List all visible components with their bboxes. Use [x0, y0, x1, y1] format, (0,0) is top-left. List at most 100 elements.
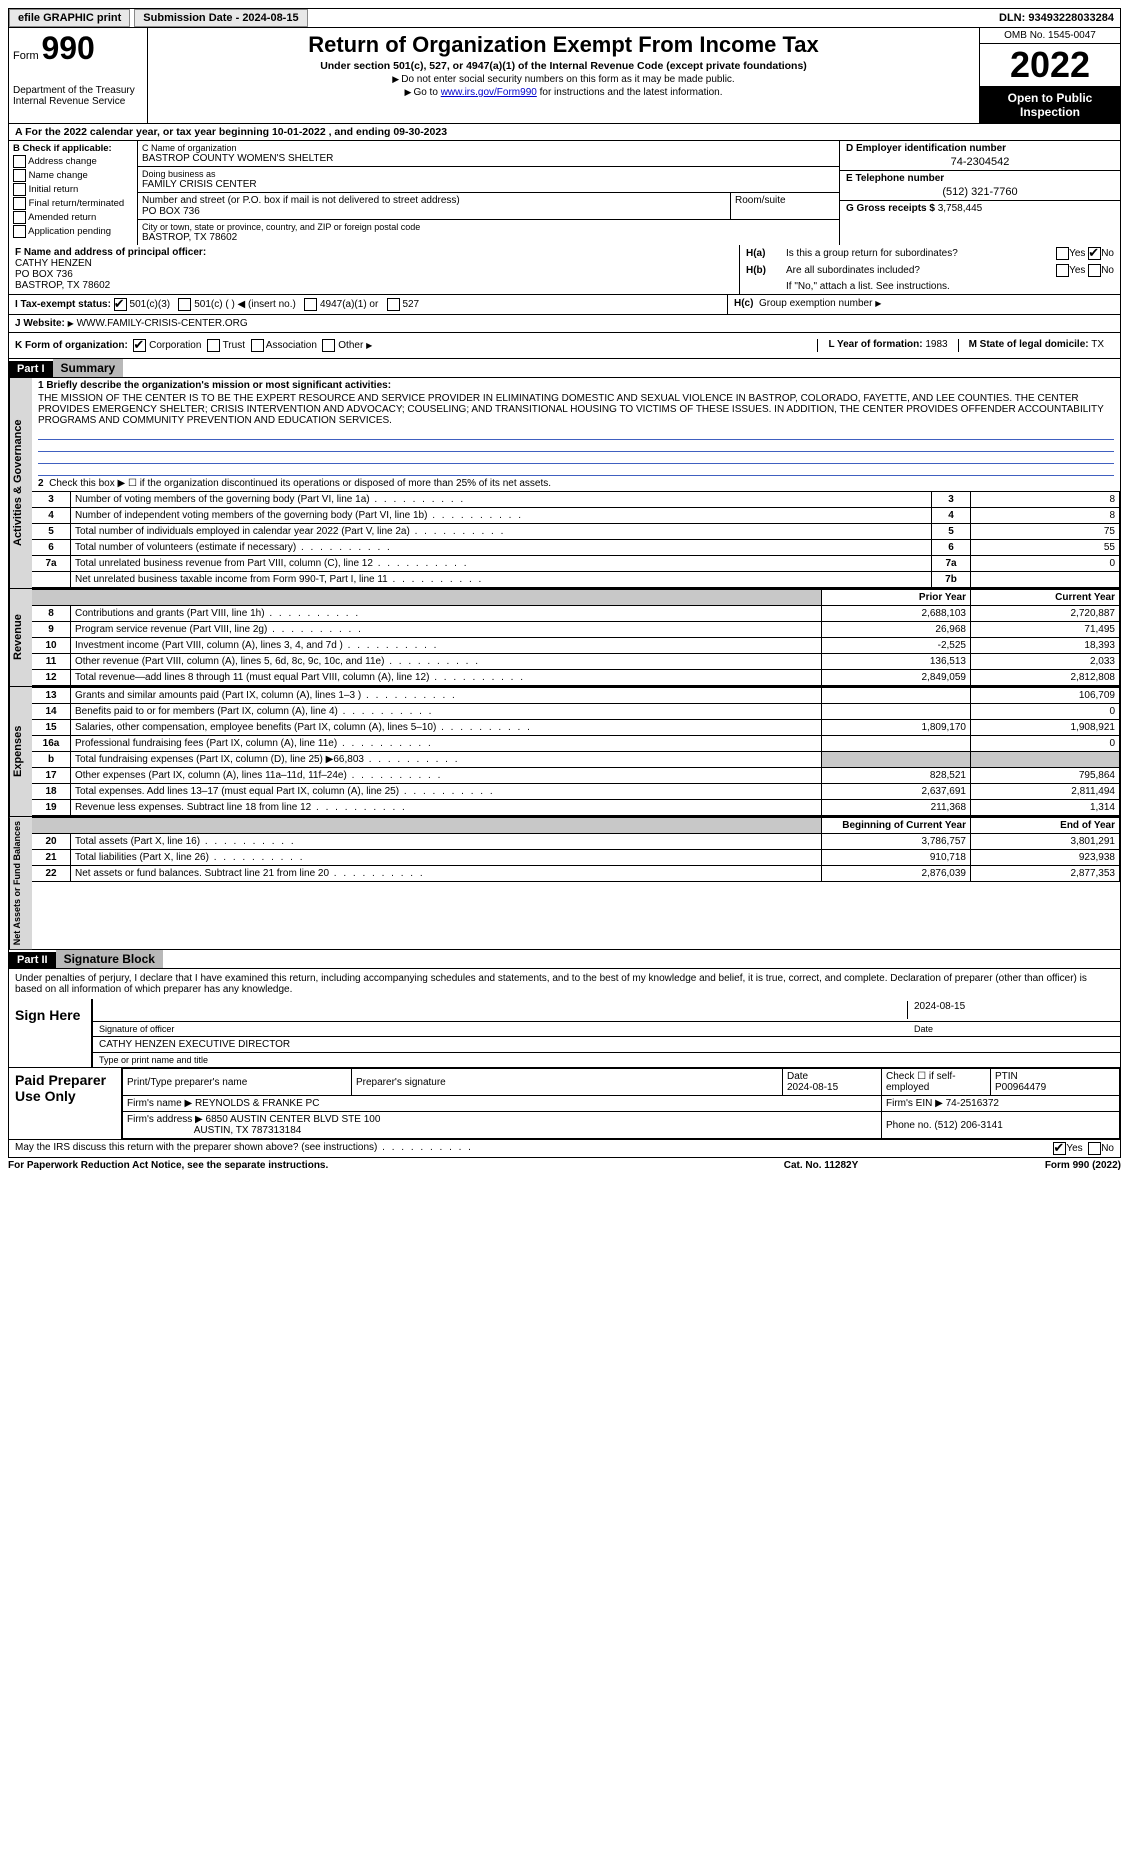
phone-value: (512) 321-7760 [846, 186, 1114, 198]
hb-yn: Yes No [1004, 264, 1114, 277]
city-box: City or town, state or province, country… [138, 220, 839, 245]
officer-label: F Name and address of principal officer: [15, 247, 733, 258]
form-subtitle: Under section 501(c), 527, or 4947(a)(1)… [154, 60, 973, 72]
dba-label: Doing business as [142, 169, 835, 179]
form-title: Return of Organization Exempt From Incom… [154, 32, 973, 58]
type-name-lbl-line: Type or print name and title [93, 1053, 1120, 1067]
irs-link[interactable]: www.irs.gov/Form990 [441, 87, 537, 98]
sign-main: 2024-08-15 Signature of officer Date CAT… [91, 999, 1120, 1067]
chk-501c[interactable] [178, 298, 191, 311]
chk-501c3[interactable] [114, 298, 127, 311]
part1-rev-body: Prior YearCurrent Year8Contributions and… [32, 589, 1120, 686]
street-value: PO BOX 736 [142, 206, 726, 217]
ha-label: H(a) [746, 248, 786, 259]
pp-name-lbl: Print/Type preparer's name [123, 1069, 352, 1096]
hc-label: H(c) [734, 298, 753, 309]
form-header: Form 990 Department of the Treasury Inte… [8, 28, 1121, 124]
h-b-row: H(b) Are all subordinates included? Yes … [740, 262, 1120, 279]
side-netassets: Net Assets or Fund Balances [9, 817, 32, 949]
dln-label: DLN: 93493228033284 [999, 12, 1120, 24]
paid-preparer-row: Paid Preparer Use Only Print/Type prepar… [9, 1067, 1120, 1139]
officer-name-line: CATHY HENZEN EXECUTIVE DIRECTOR [93, 1036, 1120, 1053]
street-box: Number and street (or P.O. box if mail i… [138, 193, 731, 220]
firm-ein-cell: Firm's EIN ▶ 74-2516372 [882, 1096, 1120, 1112]
irs-label: Internal Revenue Service [13, 96, 143, 107]
line1-label: 1 Briefly describe the organization's mi… [32, 378, 1120, 393]
header-right: OMB No. 1545-0047 2022 Open to Public In… [980, 28, 1120, 123]
year-formation: L Year of formation: 1983 [817, 339, 957, 352]
chk-trust[interactable] [207, 339, 220, 352]
bottom-footer: For Paperwork Reduction Act Notice, see … [8, 1158, 1121, 1171]
street-label: Number and street (or P.O. box if mail i… [142, 195, 726, 206]
gross-box: G Gross receipts $ 3,758,445 [840, 201, 1120, 216]
open-public-badge: Open to Public Inspection [980, 87, 1120, 123]
table-exp: 13Grants and similar amounts paid (Part … [32, 687, 1120, 816]
top-bar: efile GRAPHIC print Submission Date - 20… [8, 8, 1121, 28]
phone-box: E Telephone number (512) 321-7760 [840, 171, 1120, 201]
city-value: BASTROP, TX 78602 [142, 232, 835, 243]
k-right: L Year of formation: 1983 M State of leg… [817, 339, 1114, 352]
part1-activities: Activities & Governance 1 Briefly descri… [8, 378, 1121, 589]
chk-4947[interactable] [304, 298, 317, 311]
efile-print-button[interactable]: efile GRAPHIC print [9, 9, 130, 27]
suite-box: Room/suite [731, 193, 839, 220]
part1-badge: Part I [9, 361, 53, 377]
uline3 [38, 452, 1114, 464]
discuss-text: May the IRS discuss this return with the… [15, 1142, 954, 1155]
dba-name: FAMILY CRISIS CENTER [142, 179, 835, 190]
side-expenses: Expenses [9, 687, 32, 816]
chk-amended-return[interactable]: Amended return [13, 211, 133, 224]
mission-text: THE MISSION OF THE CENTER IS TO BE THE E… [32, 393, 1120, 428]
form-word: Form [13, 50, 39, 62]
omb-number: OMB No. 1545-0047 [980, 28, 1120, 44]
chk-final-return[interactable]: Final return/terminated [13, 197, 133, 210]
ein-label: D Employer identification number [846, 143, 1114, 154]
website-label: J Website: [15, 318, 65, 329]
uline2 [38, 440, 1114, 452]
part1-expenses: Expenses 13Grants and similar amounts pa… [8, 687, 1121, 817]
principal-officer: F Name and address of principal officer:… [9, 245, 739, 294]
cat-number: Cat. No. 11282Y [721, 1160, 921, 1171]
line2: 2 Check this box ▶ ☐ if the organization… [32, 476, 1120, 491]
pp-sig-lbl: Preparer's signature [352, 1069, 783, 1096]
firm-phone-cell: Phone no. (512) 206-3141 [882, 1112, 1120, 1139]
street-row: Number and street (or P.O. box if mail i… [138, 193, 839, 220]
chk-other[interactable] [322, 339, 335, 352]
row-k: K Form of organization: Corporation Trus… [8, 333, 1121, 359]
discuss-yn: Yes No [954, 1142, 1114, 1155]
officer-name: CATHY HENZEN [15, 258, 733, 269]
table-rev: Prior YearCurrent Year8Contributions and… [32, 589, 1120, 686]
part2-badge: Part II [9, 952, 56, 968]
group-return: H(a) Is this a group return for subordin… [739, 245, 1120, 294]
phone-label: E Telephone number [846, 173, 1114, 184]
gross-value: 3,758,445 [938, 203, 983, 214]
sig-officer-labels: Signature of officer Date [93, 1022, 1120, 1036]
part1-netassets: Net Assets or Fund Balances Beginning of… [8, 817, 1121, 950]
uline4 [38, 464, 1114, 476]
row-j: J Website: WWW.FAMILY-CRISIS-CENTER.ORG [8, 315, 1121, 333]
ptin-cell: PTINP00964479 [991, 1069, 1120, 1096]
chk-application-pending[interactable]: Application pending [13, 225, 133, 238]
table-net: Beginning of Current YearEnd of Year20To… [32, 817, 1120, 882]
chk-527[interactable] [387, 298, 400, 311]
part1-header-row: Part ISummary [8, 359, 1121, 378]
pra-notice: For Paperwork Reduction Act Notice, see … [8, 1160, 721, 1171]
col-d-right: D Employer identification number 74-2304… [839, 141, 1120, 245]
header-left: Form 990 Department of the Treasury Inte… [9, 28, 148, 123]
chk-assoc[interactable] [251, 339, 264, 352]
chk-initial-return[interactable]: Initial return [13, 183, 133, 196]
chk-corp[interactable] [133, 339, 146, 352]
website-value: WWW.FAMILY-CRISIS-CENTER.ORG [77, 318, 248, 329]
chk-address-change[interactable]: Address change [13, 155, 133, 168]
k-label: K Form of organization: [15, 340, 128, 351]
section-bcd: B Check if applicable: Address change Na… [8, 141, 1121, 245]
preparer-table: Print/Type preparer's name Preparer's si… [121, 1068, 1120, 1139]
sig-officer-lbl: Signature of officer [99, 1024, 908, 1034]
sig-date-lbl: Date [908, 1024, 1114, 1034]
chk-name-change[interactable]: Name change [13, 169, 133, 182]
col-b-header: B Check if applicable: [13, 143, 133, 154]
hc-row: H(c) Group exemption number [728, 295, 1120, 314]
header-middle: Return of Organization Exempt From Incom… [148, 28, 980, 123]
officer-city: BASTROP, TX 78602 [15, 280, 733, 291]
part1-net-body: Beginning of Current YearEnd of Year20To… [32, 817, 1120, 949]
